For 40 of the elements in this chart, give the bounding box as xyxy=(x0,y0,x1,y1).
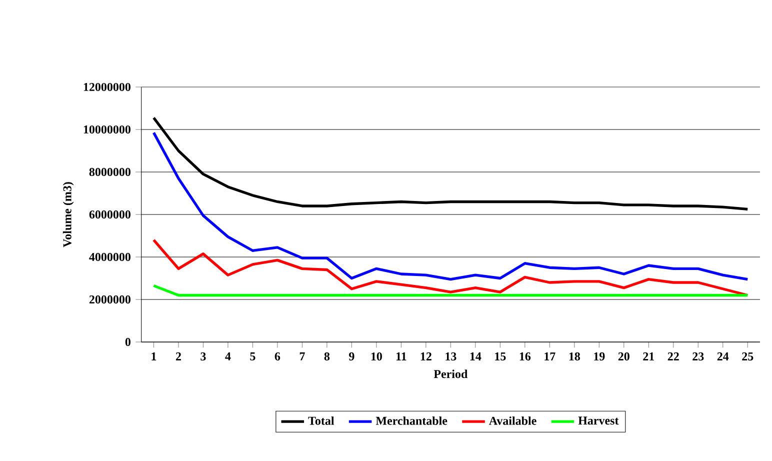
x-tick-label: 15 xyxy=(495,352,506,360)
x-tick-label: 9 xyxy=(349,352,354,360)
x-tick-label: 25 xyxy=(742,352,754,360)
legend-label: Merchantable xyxy=(376,416,448,425)
y-axis-title: Volume (m3) xyxy=(62,182,74,248)
x-tick-label: 6 xyxy=(274,352,280,360)
x-tick-label: 8 xyxy=(324,352,330,360)
x-axis-title: Period xyxy=(434,370,468,378)
x-tick-label: 23 xyxy=(692,352,704,360)
x-tick-label: 22 xyxy=(668,352,679,360)
x-tick-label: 12 xyxy=(420,352,432,360)
x-tick-label: 2 xyxy=(176,352,181,360)
x-tick-label: 10 xyxy=(371,352,382,360)
x-tick-label: 17 xyxy=(544,352,556,360)
y-tick-label: 8000000 xyxy=(89,168,130,176)
x-tick-label: 5 xyxy=(250,352,256,360)
y-tick-label: 4000000 xyxy=(89,252,130,262)
x-tick-label: 7 xyxy=(300,352,305,360)
y-tick-label: 0 xyxy=(125,338,130,346)
x-tick-label: 16 xyxy=(520,352,531,360)
legend-label: Available xyxy=(489,416,536,425)
y-tick-label: 12000000 xyxy=(84,82,130,92)
y-tick-label: 2000000 xyxy=(89,295,130,304)
legend-label: Harvest xyxy=(578,416,619,425)
line-series xyxy=(152,238,749,297)
x-tick-label: 4 xyxy=(225,352,231,360)
x-tick-label: 19 xyxy=(594,352,605,360)
x-tick-label: 13 xyxy=(446,352,456,360)
y-tick-label: 10000000 xyxy=(84,125,130,134)
x-tick-label: 14 xyxy=(470,352,482,360)
x-tick-label: 21 xyxy=(643,352,654,360)
x-tick-label: 11 xyxy=(396,352,406,360)
x-tick-label: 3 xyxy=(200,352,206,360)
x-tick-label: 24 xyxy=(717,352,729,360)
x-tick-label: 18 xyxy=(569,352,580,360)
y-tick-label: 6000000 xyxy=(89,210,130,219)
x-tick-label: 20 xyxy=(618,352,630,360)
line-series xyxy=(152,131,749,281)
x-tick-label: 1 xyxy=(152,352,156,360)
legend-label: Total xyxy=(308,416,334,425)
